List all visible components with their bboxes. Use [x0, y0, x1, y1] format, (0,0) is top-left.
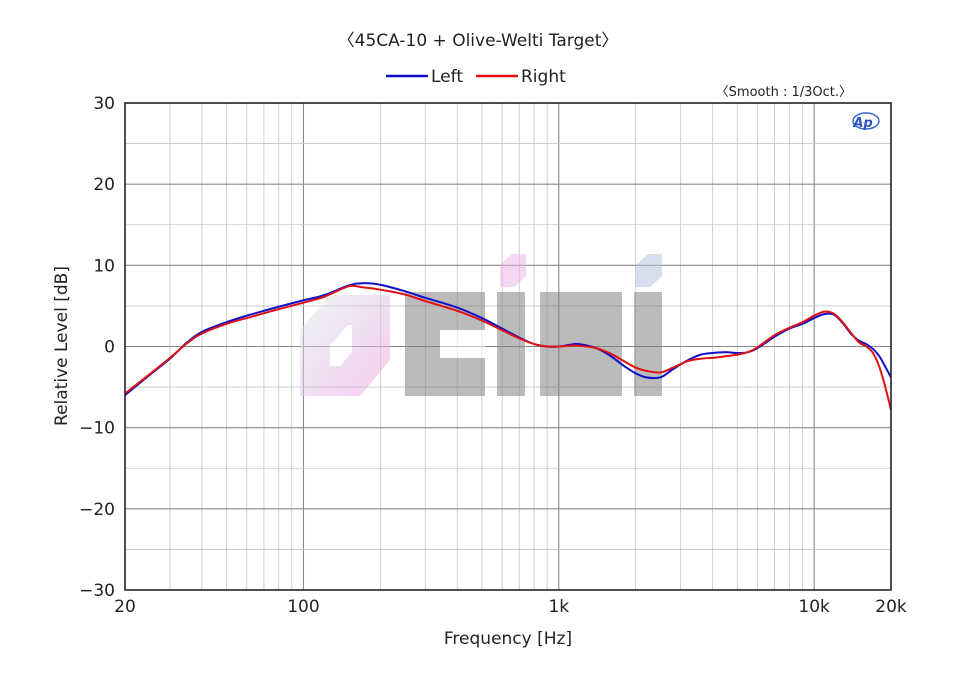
y-axis-label: Relative Level [dB]	[52, 266, 72, 426]
y-tick-label: 20	[93, 175, 115, 195]
smoothing-note: 〈Smooth : 1/3Oct.〉	[716, 85, 852, 100]
x-tick-labels: 20 100 1k 10k 20k	[114, 597, 907, 617]
watermark-logo-hole	[330, 325, 352, 366]
series-line-left	[124, 282, 892, 396]
ap-logo-swoosh	[852, 112, 880, 130]
y-tick-label: −10	[79, 419, 115, 439]
watermark-letter-i1	[497, 292, 525, 396]
series-line-right	[124, 284, 892, 411]
watermark-dot-i1	[500, 254, 526, 287]
x-tick-label: 1k	[548, 597, 569, 617]
watermark-letter-i2	[634, 292, 662, 396]
y-tick-label: −20	[79, 500, 115, 520]
watermark-text: ciki	[0, 0, 2, 1]
plot-frame	[124, 102, 892, 591]
ap-logo-text: Ap	[852, 116, 872, 131]
x-tick-label: 20	[114, 597, 136, 617]
watermark-letter-c-gap	[440, 330, 485, 358]
x-tick-label: 10k	[798, 597, 830, 617]
y-tick-label: 10	[93, 256, 115, 276]
series-layer	[124, 282, 892, 411]
watermark-dot-i2	[636, 254, 662, 287]
x-tick-label: 20k	[875, 597, 907, 617]
y-tick-label: 0	[104, 338, 115, 358]
x-axis-label: Frequency [Hz]	[444, 629, 572, 649]
legend: Left Right	[386, 67, 566, 87]
x-tick-label: 100	[287, 597, 319, 617]
watermark: ciki	[0, 0, 662, 396]
ap-logo: Ap	[852, 112, 880, 131]
chart-title: 〈45CA-10 + Olive-Welti Target〉	[338, 31, 619, 51]
y-tick-label: 30	[93, 94, 115, 114]
y-tick-labels: 30 20 10 0 −10 −20 −30	[79, 94, 115, 601]
y-tick-label: −30	[79, 581, 115, 601]
legend-label-right: Right	[521, 67, 566, 87]
legend-label-left: Left	[431, 67, 463, 87]
